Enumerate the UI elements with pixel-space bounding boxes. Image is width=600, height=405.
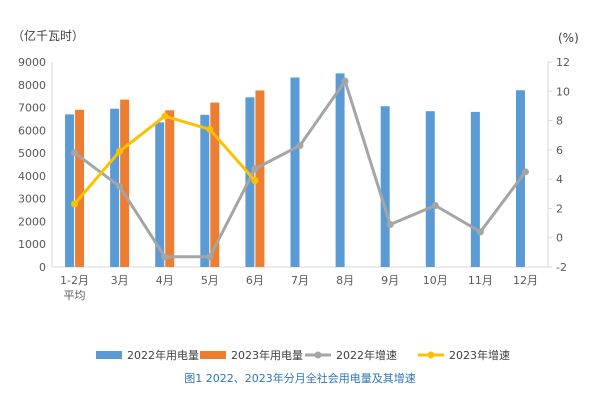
legend-item-1: 2023年用电量 <box>200 348 303 362</box>
left-tick-label: 4000 <box>18 170 46 183</box>
point-2022-10 <box>521 168 529 176</box>
x-tick-label: 平均 <box>64 289 86 302</box>
x-tick-label: 6月 <box>246 274 264 287</box>
point-2022-1 <box>116 182 124 190</box>
point-2022-2 <box>161 253 169 261</box>
right-tick-label: 2 <box>556 202 563 215</box>
lines <box>71 77 529 261</box>
point-2023-1 <box>116 147 124 155</box>
x-tick-label: 11月 <box>468 274 493 287</box>
legend-label: 2022年用电量 <box>127 348 199 362</box>
legend-swatch-marker <box>427 351 435 359</box>
right-tick-label: 6 <box>556 144 563 157</box>
legend-label: 2022年增速 <box>336 348 397 362</box>
legend-item-2: 2022年增速 <box>305 348 397 362</box>
left-tick-label: 6000 <box>18 124 46 137</box>
bar-2022-5 <box>290 77 300 267</box>
left-tick-label: 2000 <box>18 215 46 228</box>
bar-2023-1 <box>120 99 130 267</box>
bar-2023-0 <box>75 109 85 267</box>
bar-2022-7 <box>380 106 390 267</box>
bar-2022-0 <box>65 114 75 267</box>
point-2023-0 <box>71 200 79 208</box>
left-axis-unit: （亿千瓦时） <box>12 28 84 43</box>
bar-2023-3 <box>210 102 220 268</box>
right-tick-label: 12 <box>556 56 570 69</box>
point-2023-2 <box>161 112 169 120</box>
right-axis-unit: (%) <box>558 31 579 45</box>
x-tick-label: 9月 <box>381 274 399 287</box>
bar-2022-4 <box>245 97 255 267</box>
legend: 2022年用电量 2023年用电量 2022年增速 2023年增速 <box>96 348 510 362</box>
x-tick-label: 8月 <box>336 274 354 287</box>
point-2022-6 <box>341 77 349 85</box>
left-tick-label: 7000 <box>18 102 46 115</box>
bar-2022-8 <box>425 111 435 267</box>
x-tick-label: 10月 <box>423 274 448 287</box>
point-2022-5 <box>296 141 304 149</box>
legend-label: 2023年用电量 <box>231 348 303 362</box>
right-tick-label: 8 <box>556 115 563 128</box>
point-2022-8 <box>431 202 439 209</box>
bar-2023-2 <box>165 110 175 268</box>
bar-2023-4 <box>255 90 265 267</box>
legend-swatch <box>200 351 226 359</box>
bar-2022-2 <box>155 122 165 267</box>
x-tick-label: 1-2月 <box>60 274 89 287</box>
x-tick-label: 4月 <box>156 274 174 287</box>
left-tick-label: 0 <box>39 261 46 274</box>
left-tick-label: 3000 <box>18 193 46 206</box>
bar-2022-3 <box>200 114 210 267</box>
point-2022-3 <box>206 253 214 261</box>
x-tick-label: 12月 <box>513 274 538 287</box>
right-tick-label: 4 <box>556 173 563 186</box>
line-2023-growth <box>73 114 257 206</box>
point-2023-4 <box>251 177 259 185</box>
axes: 0 1000 2000 3000 4000 5000 6000 7000 8000 9000 -2 0… <box>18 56 570 274</box>
bars <box>65 73 525 268</box>
point-2022-4 <box>251 165 259 173</box>
x-tick-label: 7月 <box>291 274 309 287</box>
left-tick-label: 8000 <box>18 79 46 92</box>
right-tick-label: -2 <box>556 261 567 274</box>
right-tick-label: 10 <box>556 85 570 98</box>
point-2022-7 <box>386 221 394 229</box>
legend-item-3: 2023年增速 <box>418 348 510 362</box>
left-tick-label: 9000 <box>18 56 46 69</box>
right-tick-label: 0 <box>556 232 563 245</box>
line-2022-growth <box>73 79 527 259</box>
left-tick-label: 5000 <box>18 147 46 160</box>
bar-2022-1 <box>110 108 120 267</box>
point-2023-3 <box>206 125 214 133</box>
legend-label: 2023年增速 <box>449 348 510 362</box>
legend-swatch <box>96 351 122 359</box>
legend-item-0: 2022年用电量 <box>96 348 199 362</box>
legend-swatch-marker <box>314 351 322 359</box>
bar-2022-6 <box>335 73 345 267</box>
point-2022-0 <box>71 149 79 157</box>
point-2022-9 <box>476 228 484 236</box>
bar-2022-9 <box>470 111 480 267</box>
left-tick-label: 1000 <box>18 238 46 251</box>
x-tick-label: 3月 <box>111 274 129 287</box>
chart-caption: 图1 2022、2023年分月全社会用电量及其增速 <box>184 371 415 385</box>
x-tick-label: 5月 <box>201 274 219 287</box>
